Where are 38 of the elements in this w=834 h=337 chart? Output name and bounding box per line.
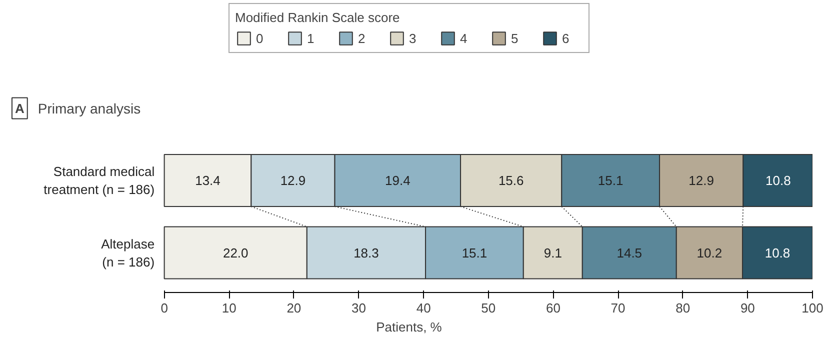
legend-label: 6 — [562, 30, 570, 46]
x-tick-label: 60 — [546, 300, 560, 316]
x-tick-label: 10 — [222, 300, 236, 316]
legend-label: 3 — [409, 30, 418, 46]
legend-label: 2 — [358, 30, 366, 46]
y-tick-label: Standard medical treatment (n = 186) — [44, 164, 155, 198]
data-label: 10.8 — [764, 245, 790, 260]
y-tick-label: Alteplase (n = 186) — [101, 236, 155, 270]
data-label: 22.0 — [222, 245, 248, 260]
data-label: 15.1 — [462, 245, 488, 260]
x-tick-label: 30 — [352, 300, 366, 316]
data-label: 15.6 — [498, 173, 524, 188]
x-tick-label: 80 — [676, 300, 690, 316]
x-tick-label: 20 — [286, 300, 302, 316]
data-label: 18.3 — [354, 245, 379, 260]
data-label: 12.9 — [280, 173, 306, 188]
x-tick-label: 40 — [416, 300, 431, 316]
legend-label: 0 — [256, 30, 264, 46]
x-tick-label: 90 — [740, 300, 755, 316]
legend-title: Modified Rankin Scale score — [235, 10, 401, 25]
chart-title: Primary analysis — [38, 100, 141, 116]
x-tick-label: 100 — [802, 300, 824, 316]
data-label: 19.4 — [385, 173, 410, 188]
data-label: 10.2 — [696, 245, 722, 260]
legend-label: 1 — [307, 30, 316, 46]
legend-label: 5 — [511, 30, 520, 46]
x-tick-label: 70 — [610, 300, 626, 316]
x-tick-label: 0 — [160, 300, 168, 316]
x-axis-title: Patients, % — [376, 320, 442, 334]
data-label: 13.4 — [195, 173, 220, 188]
data-label: 9.1 — [544, 245, 562, 260]
legend-label: 4 — [460, 30, 468, 46]
data-label: 10.8 — [765, 173, 791, 188]
data-label: 14.5 — [616, 245, 642, 260]
x-tick-label: 50 — [481, 300, 496, 316]
data-label: 12.9 — [688, 173, 714, 188]
text: A — [14, 100, 25, 116]
data-label: 15.1 — [598, 173, 624, 188]
